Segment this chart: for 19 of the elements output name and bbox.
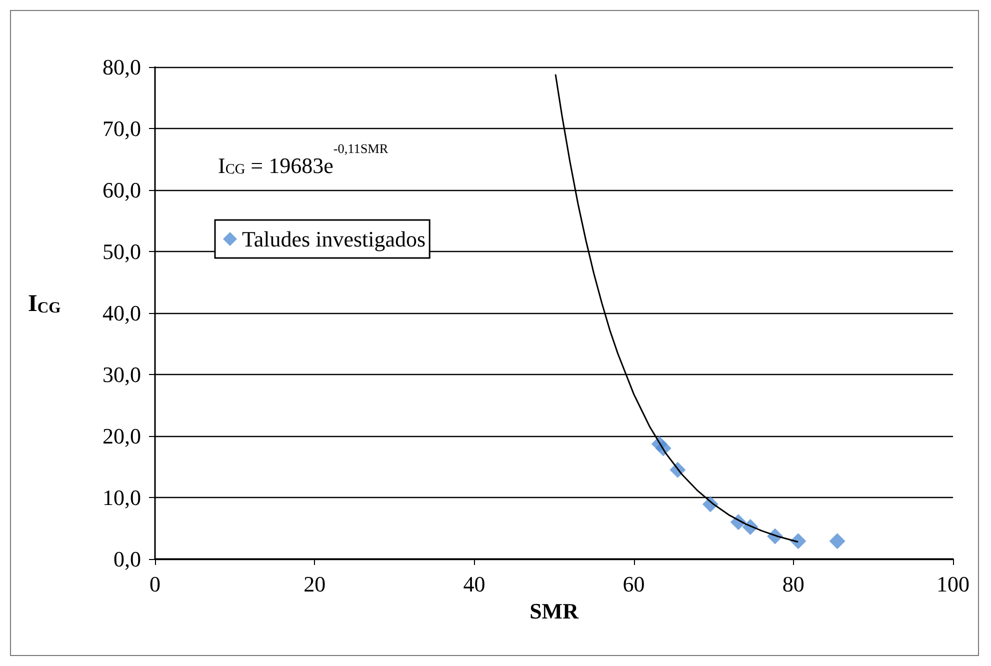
y-tick-label: 20,0 <box>102 424 141 448</box>
x-tick-label: 80 <box>782 572 804 596</box>
x-tick-label: 60 <box>622 572 645 596</box>
y-tick-label: 40,0 <box>102 300 141 326</box>
y-tick-label: 70,0 <box>102 116 141 141</box>
x-tick-label: 0 <box>150 572 160 596</box>
y-tick-label: 30,0 <box>102 362 141 387</box>
y-tick-label: 10,0 <box>102 485 141 510</box>
x-tick-label: 40 <box>463 572 486 596</box>
y-axis-title: ICG <box>28 291 61 317</box>
x-tick-label: 100 <box>936 572 970 596</box>
y-tick-label: 50,0 <box>102 239 141 264</box>
annotation: ICG = 19683e-0,11SMR <box>218 141 388 178</box>
x-axis-title: SMR <box>530 598 580 624</box>
y-tick-label: 0,0 <box>114 546 141 572</box>
y-tick-label: 60,0 <box>102 178 141 202</box>
legend-label: Taludes investigados <box>242 226 426 252</box>
y-tick-label: 80,0 <box>102 54 141 80</box>
x-tick-label: 20 <box>304 572 326 596</box>
